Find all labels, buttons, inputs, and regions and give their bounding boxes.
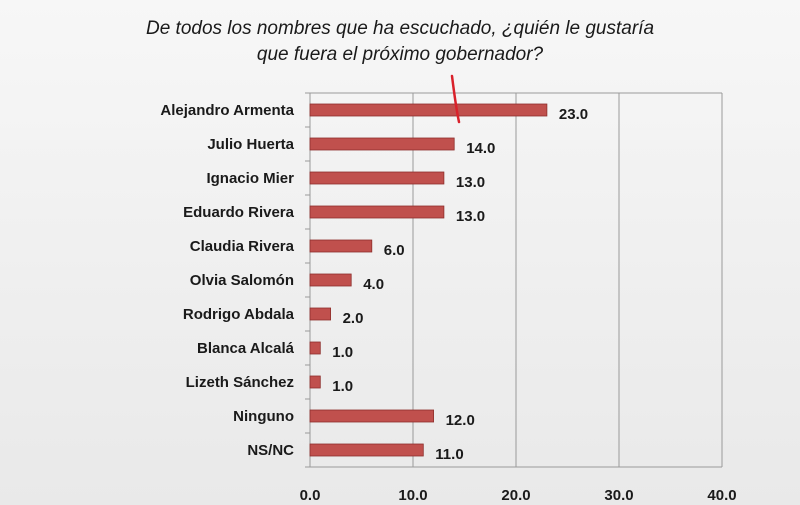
x-tick-label: 10.0 — [398, 487, 427, 504]
bar — [309, 273, 352, 287]
bar — [309, 171, 445, 185]
data-label: 11.0 — [435, 446, 463, 463]
bar — [309, 341, 321, 355]
data-label: 1.0 — [332, 344, 353, 361]
category-label: Alejandro Armenta — [160, 102, 294, 119]
data-label: 14.0 — [466, 140, 495, 157]
bars — [309, 103, 548, 457]
data-label: 4.0 — [363, 276, 384, 293]
category-label: Lizeth Sánchez — [186, 374, 294, 391]
x-tick-labels: 0.0 10.0 20.0 30.0 40.0 — [300, 487, 737, 504]
bar — [309, 205, 445, 219]
x-tick-label: 0.0 — [300, 487, 321, 504]
data-label: 1.0 — [332, 378, 353, 395]
bar — [309, 409, 434, 423]
category-label: Claudia Rivera — [190, 238, 295, 255]
data-label: 6.0 — [384, 242, 405, 259]
category-label: Eduardo Rivera — [183, 204, 295, 221]
bar — [309, 375, 321, 389]
bar — [309, 307, 332, 321]
category-label: Olvia Salomón — [190, 272, 294, 289]
annotation-pen-stroke — [450, 74, 461, 124]
data-label: 13.0 — [456, 208, 485, 225]
bar — [309, 103, 548, 117]
category-labels: Alejandro Armenta Julio Huerta Ignacio Mie… — [160, 102, 294, 459]
chart-title-line-1: De todos los nombres que ha escuchado, ¿… — [145, 18, 655, 39]
chart-title: De todos los nombres que ha escuchado, ¿… — [0, 16, 800, 68]
x-tick-label: 20.0 — [501, 487, 530, 504]
bar — [309, 239, 373, 253]
chart-title-line-2: que fuera el próximo gobernador? — [256, 44, 544, 65]
bar — [309, 443, 424, 457]
category-label: NS/NC — [247, 442, 294, 459]
data-label: 2.0 — [343, 310, 364, 327]
data-label: 23.0 — [559, 106, 588, 123]
category-label: Ninguno — [233, 408, 294, 425]
x-tick-label: 30.0 — [604, 487, 633, 504]
value-labels: 23.0 14.0 13.0 13.0 6.04.0 2.0 1.0 1.0 12.0 11.0 — [332, 106, 588, 463]
x-tick-label: 40.0 — [707, 487, 736, 504]
category-label: Ignacio Mier — [206, 170, 294, 187]
bar — [309, 137, 455, 151]
data-label: 12.0 — [446, 412, 475, 429]
data-label: 13.0 — [456, 174, 485, 191]
category-label: Julio Huerta — [207, 136, 294, 153]
category-label: Blanca Alcalá — [197, 340, 295, 357]
gridlines — [305, 92, 723, 468]
category-label: Rodrigo Abdala — [183, 306, 295, 323]
